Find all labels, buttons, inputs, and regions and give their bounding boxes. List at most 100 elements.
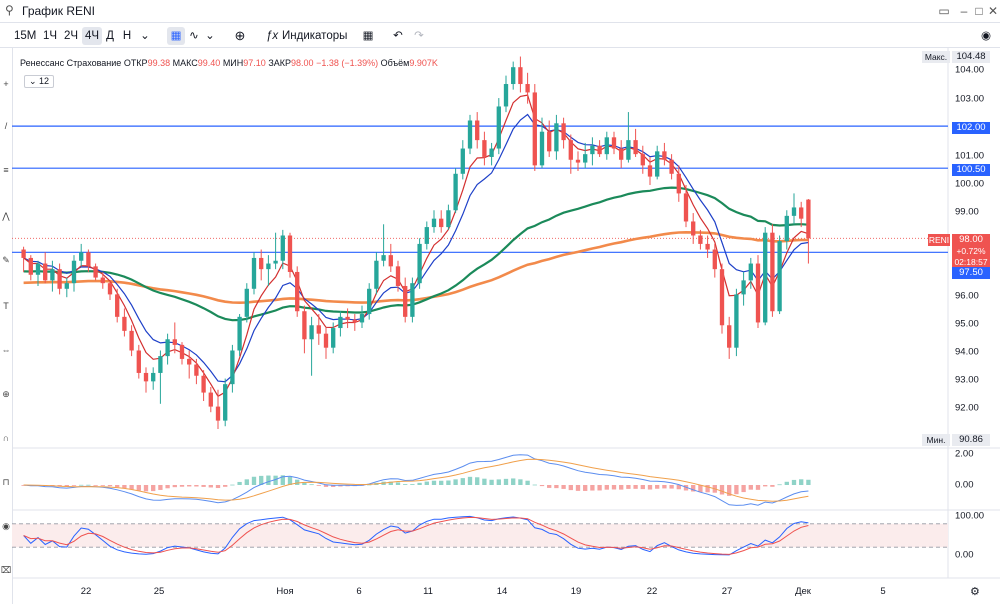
candle-body bbox=[237, 316, 242, 351]
candle-body bbox=[727, 325, 732, 348]
close-value: 98.00 bbox=[291, 58, 314, 68]
close-button[interactable]: ✕ bbox=[987, 4, 999, 18]
trendline-icon[interactable]: / bbox=[4, 121, 8, 131]
candle-body bbox=[705, 243, 710, 250]
price-tick: 95.00 bbox=[955, 318, 979, 330]
compare-add-icon[interactable]: ⊕ bbox=[234, 28, 246, 43]
macd-histogram-bar bbox=[287, 476, 293, 485]
candle-body bbox=[748, 263, 753, 281]
templates-icon[interactable]: ▦ bbox=[362, 30, 374, 42]
macd-histogram-bar bbox=[237, 481, 242, 485]
settings-gear-icon[interactable]: ⚙ bbox=[970, 586, 980, 598]
candle-body bbox=[395, 266, 401, 286]
candle-body bbox=[640, 154, 645, 166]
candle-body bbox=[446, 210, 451, 228]
redo-icon[interactable]: ↷ bbox=[414, 30, 424, 42]
indicators-icon[interactable]: ƒx bbox=[265, 30, 279, 42]
candle-body bbox=[93, 266, 98, 278]
max-label: Макс. bbox=[922, 51, 950, 63]
brush-icon[interactable]: ✎ bbox=[2, 255, 10, 265]
interval-dropdown-icon[interactable]: ⌄ bbox=[140, 30, 150, 42]
macd-histogram-bar bbox=[489, 479, 494, 485]
current-price-tag: 98.00 bbox=[952, 234, 990, 246]
macd-histogram-bar bbox=[431, 480, 437, 485]
macd-histogram-bar bbox=[669, 485, 674, 489]
measure-icon[interactable]: ⇔ bbox=[1, 345, 11, 355]
close-label: ЗАКР bbox=[268, 58, 292, 68]
time-tick: 19 bbox=[570, 586, 582, 597]
macd-histogram-bar bbox=[662, 485, 667, 489]
candle-body bbox=[115, 294, 120, 317]
candle-body bbox=[763, 232, 768, 323]
candle-body bbox=[35, 263, 41, 275]
indicators-count-toggle[interactable]: ⌄ 12 bbox=[24, 75, 55, 88]
candle-body bbox=[136, 350, 141, 373]
macd-histogram-bar bbox=[316, 485, 321, 486]
open-value: 99.38 bbox=[147, 58, 171, 68]
candle-body bbox=[806, 199, 811, 239]
candle-body bbox=[251, 257, 257, 289]
macd-histogram-bar bbox=[273, 475, 278, 485]
lock-icon[interactable]: ⊓ bbox=[2, 477, 10, 487]
ema-slow-line bbox=[23, 113, 809, 383]
macd-histogram-bar bbox=[799, 479, 804, 485]
candle-body bbox=[50, 269, 55, 281]
min-value: 90.86 bbox=[952, 434, 990, 446]
magnet-icon[interactable]: ∩ bbox=[2, 433, 10, 443]
zoom-icon[interactable]: ⊕ bbox=[2, 389, 10, 399]
price-tick: 93.00 bbox=[955, 374, 979, 386]
camera-icon[interactable]: ◉ bbox=[980, 30, 992, 42]
candle-body bbox=[223, 384, 228, 421]
candle-body bbox=[496, 106, 501, 149]
eye-icon[interactable]: ◉ bbox=[2, 521, 10, 531]
candle-body bbox=[280, 235, 285, 261]
crosshair-icon[interactable]: + bbox=[3, 79, 9, 89]
restore-button[interactable]: ▭ bbox=[938, 4, 950, 18]
interval-day[interactable]: Д bbox=[106, 30, 114, 42]
stoch-d-line bbox=[23, 516, 809, 555]
line-chart-icon[interactable]: ∿ bbox=[189, 30, 199, 42]
pattern-icon[interactable]: ⋀ bbox=[2, 211, 10, 221]
search-icon[interactable]: ⚲ bbox=[5, 3, 14, 17]
candle-body bbox=[244, 288, 249, 317]
macd-histogram-bar bbox=[395, 482, 401, 485]
current-symbol-tag: RENI bbox=[928, 234, 950, 246]
interval-1h[interactable]: 1Ч bbox=[42, 30, 58, 42]
macd-histogram-bar bbox=[143, 485, 149, 492]
time-tick: 27 bbox=[721, 586, 733, 597]
interval-4h[interactable]: 4Ч bbox=[82, 27, 102, 45]
chart-type-dropdown-icon[interactable]: ⌄ bbox=[205, 30, 215, 42]
macd-histogram-bar bbox=[302, 482, 307, 485]
macd-histogram-bar bbox=[633, 485, 638, 489]
interval-15m[interactable]: 15М bbox=[14, 30, 37, 42]
indicators-count: 12 bbox=[39, 76, 50, 86]
macd-histogram-bar bbox=[136, 485, 141, 491]
macd-histogram-bar bbox=[115, 485, 120, 488]
candle-body bbox=[511, 67, 516, 85]
trash-icon[interactable]: ⌧ bbox=[0, 565, 12, 575]
macd-histogram-bar bbox=[64, 485, 69, 487]
macd-histogram-bar bbox=[129, 485, 134, 490]
interval-week[interactable]: Н bbox=[122, 30, 132, 42]
minimize-button[interactable]: – bbox=[960, 4, 968, 18]
indicators-button[interactable]: Индикаторы bbox=[282, 30, 348, 42]
candle-body bbox=[273, 260, 278, 264]
maximize-button[interactable]: □ bbox=[975, 4, 983, 18]
candle-body bbox=[338, 316, 343, 329]
low-value: 97.10 bbox=[243, 58, 266, 68]
macd-histogram-bar bbox=[691, 485, 696, 492]
candle-body bbox=[266, 263, 271, 270]
candle-body bbox=[179, 344, 185, 359]
candle-body bbox=[309, 325, 314, 340]
macd-histogram-bar bbox=[532, 484, 537, 486]
fib-icon[interactable]: ≡ bbox=[3, 165, 9, 175]
macd-histogram-bar bbox=[280, 475, 285, 485]
macd-tick: 0.00 bbox=[955, 479, 974, 491]
text-icon[interactable]: T bbox=[3, 301, 9, 311]
drawing-toolbar: + / ≡ ⋀ ✎ T ⇔ ⊕ ∩ ⊓ ◉ ⌧ bbox=[0, 48, 13, 604]
interval-2h[interactable]: 2Ч bbox=[63, 30, 79, 42]
undo-icon[interactable]: ↶ bbox=[393, 30, 403, 42]
candle-body bbox=[539, 131, 545, 166]
candles-icon[interactable]: ▦ bbox=[167, 27, 185, 45]
